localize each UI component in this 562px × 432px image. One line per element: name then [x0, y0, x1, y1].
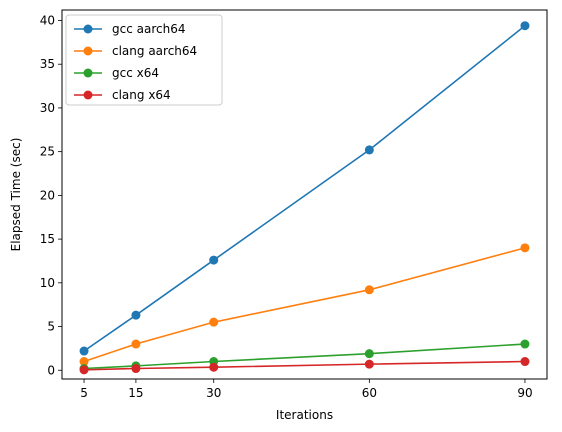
x-tick-label: 60: [362, 386, 377, 400]
legend-label: clang aarch64: [112, 44, 197, 58]
y-tick-label: 5: [47, 320, 55, 334]
y-tick-label: 35: [40, 57, 55, 71]
data-point: [520, 357, 530, 367]
plot-area: [79, 21, 530, 375]
x-tick-label: 30: [206, 386, 221, 400]
data-point: [131, 310, 141, 320]
data-point: [79, 346, 89, 356]
x-tick-label: 90: [517, 386, 532, 400]
legend-label: clang x64: [112, 88, 171, 102]
data-point: [364, 285, 374, 295]
data-point: [364, 359, 374, 369]
legend-marker: [83, 46, 93, 56]
axes-frame: [61, 9, 548, 380]
y-axis: 0 5 10 15 20 25 30 35 40: [40, 13, 62, 377]
data-point: [520, 243, 530, 253]
legend: gcc aarch64 clang aarch64 gcc x64 clang x64: [65, 14, 223, 106]
data-point: [520, 21, 530, 31]
legend-label: gcc aarch64: [112, 22, 185, 36]
data-point: [79, 365, 89, 375]
y-tick-label: 40: [40, 13, 55, 27]
data-point: [209, 362, 219, 372]
data-point: [364, 145, 374, 155]
legend-marker: [83, 24, 93, 34]
data-point: [520, 339, 530, 349]
y-tick-label: 20: [40, 188, 55, 202]
y-tick-label: 0: [47, 363, 55, 377]
y-tick-label: 25: [40, 145, 55, 159]
legend-box: [65, 14, 223, 106]
x-axis-label: Iterations: [276, 408, 333, 422]
data-point: [79, 357, 89, 367]
legend-marker: [83, 90, 93, 100]
data-point: [209, 255, 219, 265]
y-axis-label: Elapsed Time (sec): [9, 138, 23, 252]
data-point: [209, 317, 219, 327]
data-point: [364, 349, 374, 359]
y-tick-label: 10: [40, 276, 55, 290]
data-point: [131, 364, 141, 374]
x-axis: 5 15 30 60 90: [80, 379, 533, 400]
legend-marker: [83, 68, 93, 78]
x-tick-label: 5: [80, 386, 88, 400]
legend-label: gcc x64: [112, 66, 159, 80]
data-point: [131, 339, 141, 349]
y-tick-label: 30: [40, 101, 55, 115]
y-tick-label: 15: [40, 232, 55, 246]
x-tick-label: 15: [128, 386, 143, 400]
